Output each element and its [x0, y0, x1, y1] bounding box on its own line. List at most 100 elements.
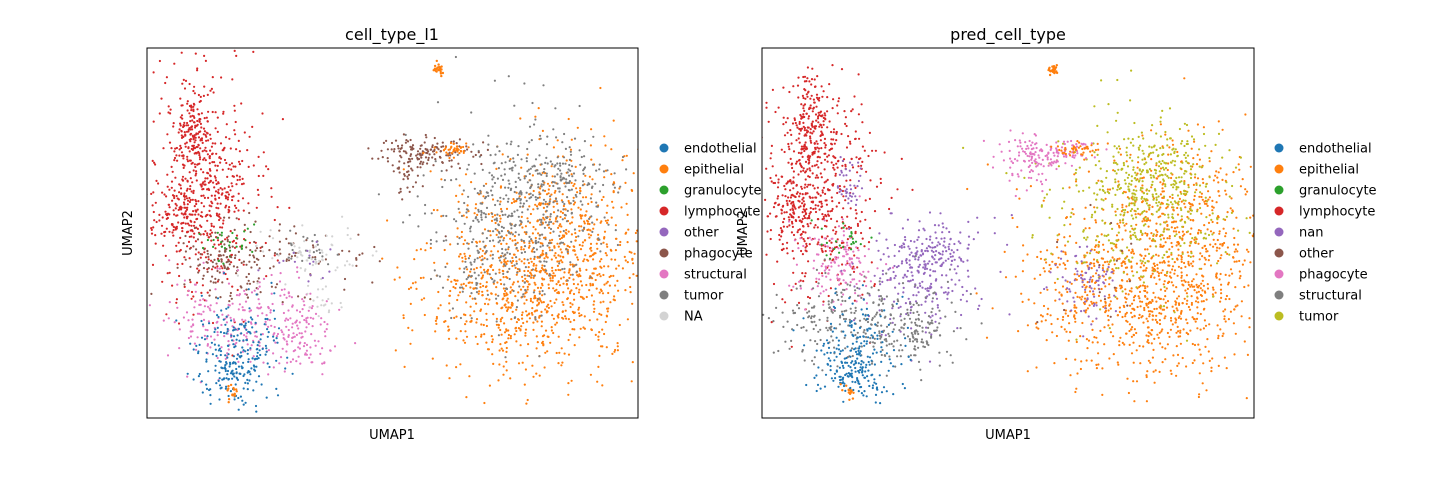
scatter-point: [206, 132, 209, 135]
scatter-point: [1216, 238, 1219, 242]
scatter-point: [402, 133, 405, 136]
scatter-point: [334, 269, 337, 272]
scatter-point: [538, 290, 541, 293]
scatter-point: [480, 213, 483, 216]
scatter-point: [286, 343, 289, 346]
scatter-point: [236, 178, 239, 182]
scatter-point: [196, 67, 199, 70]
scatter-point: [1150, 333, 1153, 336]
scatter-point: [561, 193, 564, 196]
scatter-point: [398, 276, 401, 279]
scatter-point: [1118, 257, 1121, 260]
scatter-point: [569, 263, 572, 266]
scatter-point: [324, 285, 327, 288]
scatter-point: [186, 187, 189, 190]
scatter-point: [486, 270, 489, 273]
scatter-point: [567, 168, 570, 171]
scatter-point: [1260, 230, 1262, 232]
scatter-point: [544, 236, 547, 239]
scatter-point: [150, 192, 153, 195]
scatter-point: [298, 342, 301, 345]
scatter-point: [238, 355, 241, 358]
scatter-point: [226, 240, 229, 243]
scatter-point: [183, 285, 186, 288]
scatter-point: [227, 394, 230, 398]
scatter-point: [317, 340, 320, 343]
scatter-point: [321, 251, 324, 254]
scatter-point: [538, 292, 541, 295]
scatter-point: [321, 299, 324, 302]
scatter-point: [542, 216, 545, 219]
scatter-point: [546, 335, 549, 338]
scatter-point: [1238, 168, 1241, 171]
scatter-point: [1201, 178, 1204, 181]
scatter-point: [1161, 261, 1164, 264]
scatter-point: [178, 328, 181, 331]
scatter-point: [1022, 244, 1025, 247]
scatter-point: [1191, 316, 1194, 319]
scatter-point: [193, 232, 196, 235]
scatter-point: [525, 320, 529, 323]
scatter-point: [1106, 188, 1109, 191]
scatter-point: [549, 195, 552, 198]
scatter-point: [267, 325, 270, 328]
scatter-point: [227, 348, 230, 351]
scatter-point: [324, 303, 327, 306]
scatter-point: [415, 249, 418, 252]
scatter-point: [573, 344, 576, 347]
scatter-point: [185, 197, 189, 200]
scatter-point: [1118, 306, 1121, 309]
scatter-point: [492, 230, 495, 233]
scatter-point: [513, 235, 517, 238]
scatter-point: [222, 254, 225, 257]
scatter-point: [514, 164, 517, 167]
scatter-point: [1042, 199, 1045, 202]
scatter-point: [308, 306, 311, 309]
scatter-point: [569, 305, 572, 309]
scatter-point: [1153, 262, 1156, 265]
scatter-point: [224, 238, 227, 241]
scatter-point: [1093, 287, 1096, 290]
scatter-point: [1094, 219, 1097, 222]
scatter-point: [1232, 227, 1235, 230]
scatter-point: [554, 323, 557, 326]
scatter-point: [528, 283, 531, 286]
scatter-point: [267, 331, 270, 334]
scatter-point: [426, 152, 429, 155]
scatter-point: [615, 237, 618, 240]
scatter-point: [1138, 285, 1141, 289]
scatter-point: [267, 373, 270, 376]
scatter-point: [224, 369, 227, 373]
scatter-point: [182, 316, 185, 319]
scatter-point: [192, 210, 195, 213]
scatter-point: [1221, 334, 1224, 338]
scatter-point: [1203, 256, 1206, 259]
scatter-point: [561, 162, 565, 165]
scatter-point: [502, 270, 505, 273]
scatter-point: [242, 374, 245, 378]
scatter-point: [1087, 339, 1091, 342]
scatter-point: [1011, 216, 1014, 220]
scatter-point: [534, 228, 537, 231]
scatter-point: [201, 323, 205, 326]
scatter-point: [225, 261, 228, 264]
scatter-point: [677, 239, 679, 241]
scatter-point: [456, 242, 459, 245]
scatter-point: [550, 305, 553, 308]
scatter-point: [312, 251, 315, 254]
scatter-point: [281, 331, 284, 334]
scatter-point: [231, 369, 234, 372]
scatter-point: [227, 314, 230, 317]
scatter-point: [394, 349, 397, 352]
scatter-point: [554, 197, 558, 200]
scatter-point: [251, 125, 254, 128]
scatter-point: [429, 246, 432, 250]
scatter-point: [406, 140, 410, 143]
scatter-point: [173, 150, 176, 153]
scatter-point: [1212, 179, 1215, 182]
scatter-point: [338, 308, 341, 311]
scatter-point: [305, 239, 308, 242]
scatter-point: [605, 211, 608, 214]
scatter-point: [431, 145, 434, 149]
scatter-point: [213, 186, 216, 189]
